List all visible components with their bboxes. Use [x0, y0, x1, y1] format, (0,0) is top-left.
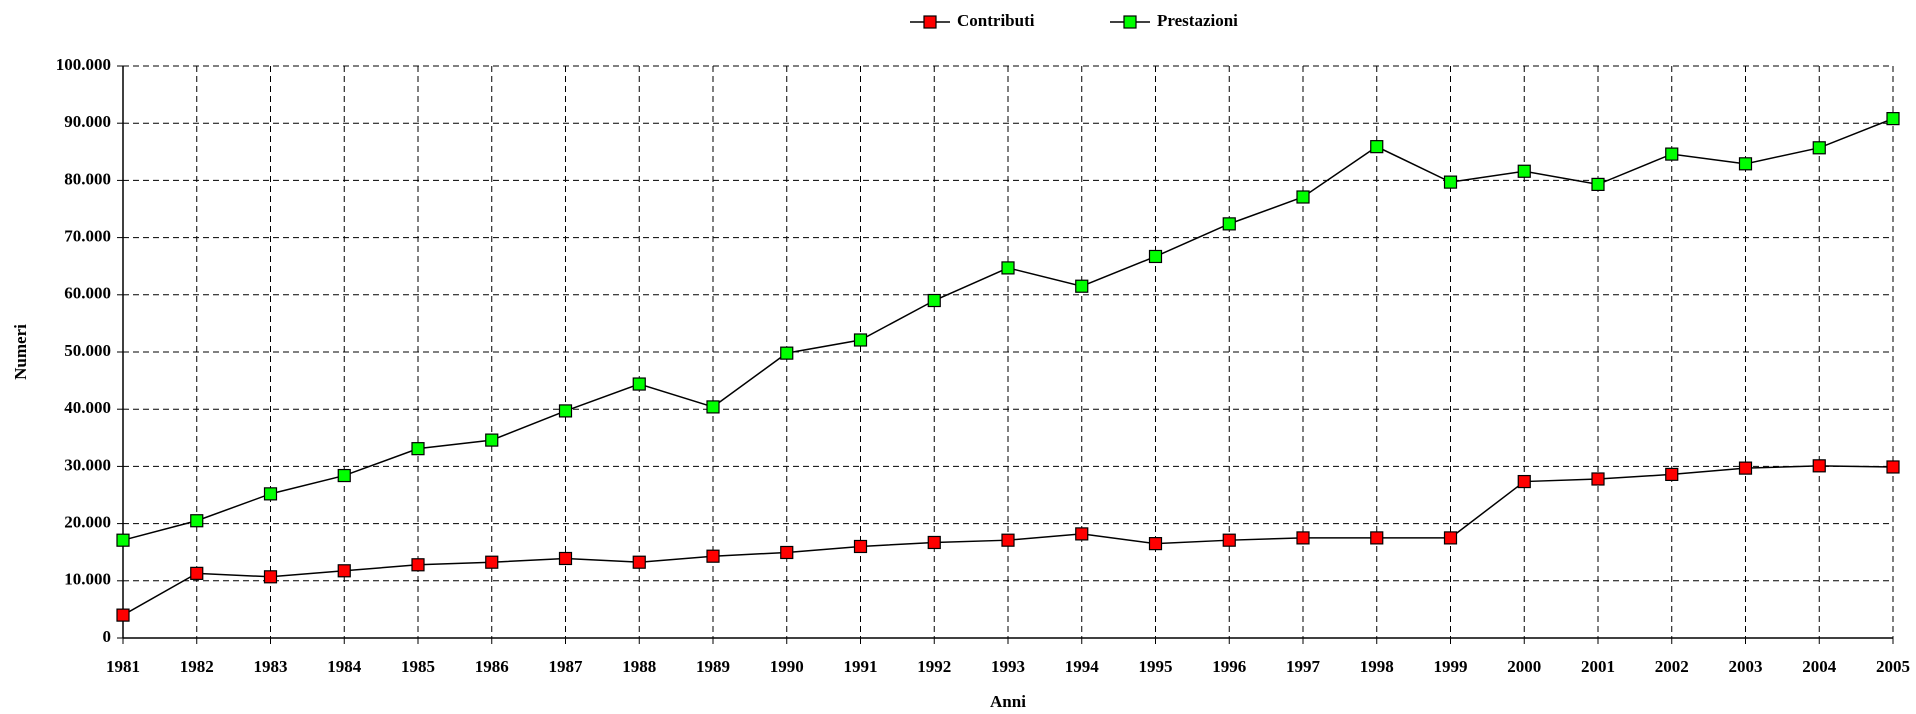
x-axis-label: Anni [990, 692, 1026, 711]
point-marker [927, 293, 941, 308]
legend-marker [923, 15, 937, 29]
x-tick-label: 1997 [1286, 657, 1321, 676]
x-tick-label: 1983 [254, 657, 288, 676]
point-marker [1075, 527, 1089, 541]
point-marker [1222, 533, 1236, 547]
point-marker [853, 333, 868, 347]
point-marker [780, 346, 794, 360]
x-tick-label: 1994 [1065, 657, 1100, 676]
point-marker [411, 442, 425, 456]
point-marker [632, 555, 646, 569]
point-marker [1443, 175, 1458, 189]
point-marker [558, 551, 573, 566]
point-marker [116, 608, 130, 622]
point-marker [1812, 141, 1826, 155]
y-tick-label: 60.000 [64, 284, 111, 303]
point-marker [1591, 472, 1605, 486]
point-marker [1738, 461, 1753, 475]
x-tick-label: 1985 [401, 657, 435, 676]
point-marker [1665, 147, 1679, 161]
y-tick-label: 80.000 [64, 169, 111, 188]
point-marker [485, 555, 499, 569]
y-axis-label: Numeri [11, 324, 30, 380]
point-marker [1886, 112, 1900, 126]
point-marker [853, 539, 868, 554]
point-marker [411, 558, 425, 572]
x-tick-label: 1999 [1434, 657, 1468, 676]
y-tick-label: 30.000 [64, 455, 111, 474]
point-marker [1296, 190, 1310, 204]
legend-marker [1123, 15, 1137, 29]
point-marker [263, 570, 278, 584]
y-tick-label: 0 [103, 627, 112, 646]
x-tick-label: 1987 [549, 657, 584, 676]
x-tick-label: 2003 [1729, 657, 1763, 676]
y-tick-label: 20.000 [64, 513, 111, 532]
point-marker [1517, 474, 1531, 489]
point-marker [1148, 249, 1163, 264]
y-tick-label: 100.000 [56, 55, 111, 74]
x-tick-label: 1992 [917, 657, 951, 676]
point-marker [1001, 533, 1015, 547]
point-marker [190, 514, 204, 528]
x-tick-label: 2004 [1802, 657, 1837, 676]
x-tick-label: 2005 [1876, 657, 1910, 676]
point-marker [1370, 531, 1384, 545]
y-tick-label: 90.000 [64, 112, 111, 131]
point-marker [706, 549, 720, 563]
point-marker [1886, 460, 1900, 474]
y-tick-label: 70.000 [64, 227, 111, 246]
x-tick-label: 1998 [1360, 657, 1394, 676]
x-tick-label: 1981 [106, 657, 140, 676]
x-tick-label: 2001 [1581, 657, 1615, 676]
point-marker [780, 545, 794, 560]
point-marker [1738, 157, 1753, 171]
point-marker [1517, 164, 1531, 178]
point-marker [1222, 217, 1236, 231]
point-marker [1370, 140, 1384, 154]
point-marker [632, 377, 646, 391]
point-marker [1812, 459, 1826, 473]
point-marker [706, 400, 720, 414]
point-marker [190, 566, 204, 580]
point-marker [485, 433, 499, 447]
point-marker [1665, 467, 1679, 482]
y-tick-label: 10.000 [64, 570, 111, 589]
legend-label: Contributi [957, 11, 1035, 30]
x-tick-label: 2002 [1655, 657, 1689, 676]
point-marker [1001, 261, 1015, 275]
x-tick-label: 1984 [327, 657, 362, 676]
y-tick-label: 50.000 [64, 341, 111, 360]
x-tick-label: 1996 [1212, 657, 1246, 676]
point-marker [927, 535, 941, 550]
x-tick-label: 1986 [475, 657, 509, 676]
point-marker [337, 468, 351, 483]
legend-label: Prestazioni [1157, 11, 1238, 30]
point-marker [1591, 177, 1605, 192]
point-marker [337, 564, 351, 578]
x-tick-label: 2000 [1507, 657, 1541, 676]
point-marker [263, 487, 278, 501]
x-tick-label: 1988 [622, 657, 656, 676]
point-marker [1443, 531, 1458, 545]
x-tick-label: 1990 [770, 657, 804, 676]
x-tick-label: 1982 [180, 657, 214, 676]
y-tick-label: 40.000 [64, 398, 111, 417]
x-tick-label: 1991 [844, 657, 878, 676]
point-marker [1075, 279, 1089, 293]
point-marker [1296, 531, 1310, 545]
point-marker [116, 533, 130, 547]
x-tick-label: 1995 [1139, 657, 1173, 676]
point-marker [1148, 537, 1163, 551]
x-tick-label: 1989 [696, 657, 730, 676]
x-tick-label: 1993 [991, 657, 1025, 676]
point-marker [558, 404, 573, 418]
